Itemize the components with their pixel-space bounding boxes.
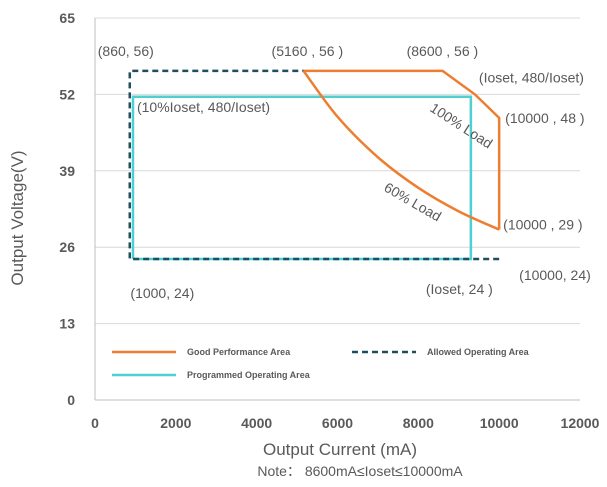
y-tick-labels: 0 13 26 39 52 65 xyxy=(59,10,75,408)
series-line-programmed-operating-area xyxy=(131,95,473,261)
y-tick-label: 26 xyxy=(59,239,75,255)
axes xyxy=(94,18,580,401)
gridlines xyxy=(95,17,580,325)
y-tick-label: 52 xyxy=(59,86,75,102)
series-line-good-performance-area xyxy=(303,69,501,230)
annotation-label: 100% Load xyxy=(427,99,495,151)
legend-label: Allowed Operating Area xyxy=(427,347,530,357)
series-line-100-load xyxy=(302,70,500,231)
x-tick-label: 10000 xyxy=(480,415,519,431)
y-tick-label: 0 xyxy=(67,392,75,408)
x-tick-labels: 0 2000 4000 6000 8000 10000 12000 xyxy=(91,415,600,431)
x-tick-label: 4000 xyxy=(241,415,272,431)
annotation-label: (10000, 24) xyxy=(519,267,591,283)
x-tick-label: 6000 xyxy=(322,415,353,431)
annotation-label: (Ioset, 24 ) xyxy=(426,281,493,297)
series-line-allowed-operating-area xyxy=(128,69,500,261)
legend: Good Performance Area Allowed Operating A… xyxy=(112,347,530,380)
annotation-layer: (860, 56) (5160 , 56 ) (8600 , 56 )(Ioset,… xyxy=(98,43,591,301)
y-tick-label: 39 xyxy=(59,163,75,179)
annotation-label: (Ioset, 480/Ioset) xyxy=(479,69,584,85)
legend-label: Good Performance Area xyxy=(187,347,291,357)
x-tick-label: 0 xyxy=(91,415,99,431)
note-text: Note： 8600mA≤Ioset≤10000mA xyxy=(257,463,463,479)
x-tick-label: 2000 xyxy=(160,415,191,431)
x-axis-title: Output Current (mA) xyxy=(263,440,417,459)
legend-label: Programmed Operating Area xyxy=(187,370,311,380)
y-tick-label: 65 xyxy=(59,10,75,26)
annotation-label: (1000, 24) xyxy=(130,285,194,301)
annotation-label: (5160 , 56 ) xyxy=(272,43,344,59)
annotation-label: (8600 , 56 ) xyxy=(407,43,479,59)
annotation-label: (10000 , 29 ) xyxy=(503,217,582,233)
x-tick-label: 12000 xyxy=(561,415,600,431)
annotation-label: (860, 56) xyxy=(98,43,154,59)
annotation-label: (10000 , 48 ) xyxy=(505,110,584,126)
series-layer xyxy=(128,69,501,261)
annotation-label: 60% Load xyxy=(381,179,444,224)
x-tick-label: 8000 xyxy=(403,415,434,431)
y-axis-title: Output Voltage(V) xyxy=(8,150,27,285)
y-tick-label: 13 xyxy=(59,316,75,332)
annotation-label: (10%Ioset, 480/Ioset) xyxy=(137,99,270,115)
